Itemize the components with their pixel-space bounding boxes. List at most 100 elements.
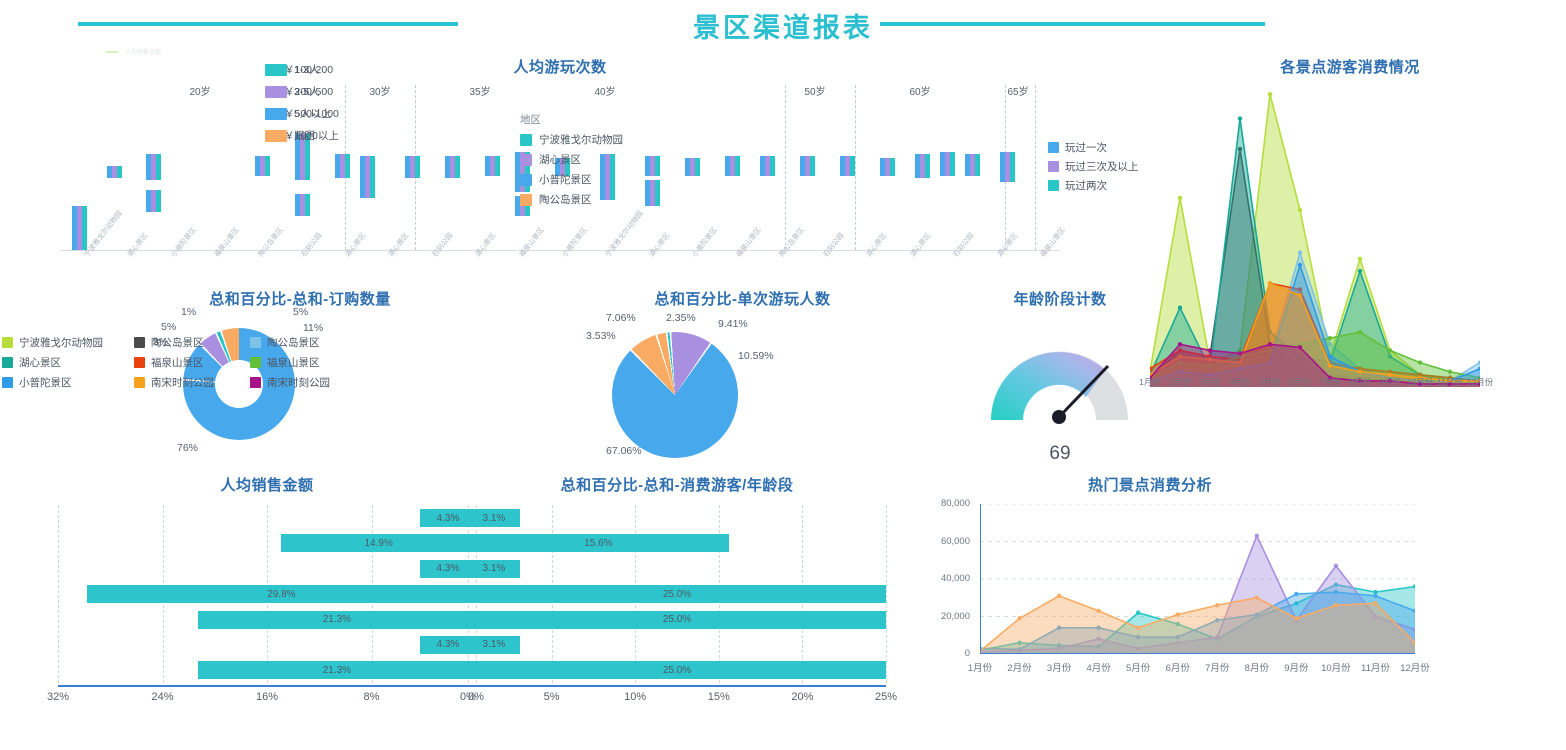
data-point[interactable] xyxy=(1237,116,1243,121)
data-point[interactable] xyxy=(1267,92,1273,97)
data-point[interactable] xyxy=(1207,363,1213,368)
data-point[interactable] xyxy=(1237,146,1243,152)
data-point[interactable] xyxy=(1056,625,1062,630)
data-point[interactable] xyxy=(1175,640,1180,645)
bar-group[interactable] xyxy=(445,156,460,178)
data-point[interactable] xyxy=(1297,342,1303,347)
donut-legend-item[interactable]: ￥100-200 xyxy=(265,62,339,77)
data-point[interactable] xyxy=(1333,589,1339,595)
data-point[interactable] xyxy=(1135,610,1141,615)
data-point[interactable] xyxy=(1387,354,1393,359)
data-point[interactable] xyxy=(1297,293,1303,298)
bar[interactable]: 25.0% xyxy=(468,610,886,629)
data-point[interactable] xyxy=(1447,381,1453,387)
data-point[interactable] xyxy=(1297,250,1303,255)
data-point[interactable] xyxy=(1297,366,1303,371)
data-point[interactable] xyxy=(1327,354,1333,359)
data-point[interactable] xyxy=(1215,603,1220,608)
data-point[interactable] xyxy=(1215,634,1220,640)
pie-legend-item[interactable]: 5人以上 xyxy=(275,106,331,121)
data-point[interactable] xyxy=(1096,644,1101,649)
data-point[interactable] xyxy=(1175,634,1180,640)
data-point[interactable] xyxy=(1447,375,1453,381)
data-point[interactable] xyxy=(1327,363,1333,368)
data-point[interactable] xyxy=(1175,612,1180,617)
data-point[interactable] xyxy=(1294,591,1299,597)
data-point[interactable] xyxy=(1297,345,1303,350)
data-point[interactable] xyxy=(1447,369,1453,374)
bar-group[interactable] xyxy=(295,134,310,180)
bar-group[interactable] xyxy=(360,156,375,198)
spots-legend-item[interactable]: 福泉山景区 xyxy=(250,355,380,370)
data-point[interactable] xyxy=(1333,603,1339,608)
data-point[interactable] xyxy=(1207,366,1213,371)
visits-legend-item[interactable]: 玩过三次及以上 xyxy=(1048,159,1139,174)
data-point[interactable] xyxy=(1254,612,1260,617)
data-point[interactable] xyxy=(1017,616,1022,621)
donut-legend-item[interactable]: ￥500-1000 xyxy=(265,106,339,121)
bar-group[interactable] xyxy=(645,156,660,176)
data-point[interactable] xyxy=(1327,336,1333,341)
data-point[interactable] xyxy=(1373,614,1378,619)
pie-legend-item[interactable]: 3-5人 xyxy=(275,84,331,99)
data-point[interactable] xyxy=(1327,342,1333,347)
data-point[interactable] xyxy=(1297,262,1303,268)
data-point[interactable] xyxy=(1294,601,1299,606)
spots-legend-item[interactable]: 湖心景区 xyxy=(2,355,130,370)
donut-legend-item[interactable]: ￥200-500 xyxy=(265,84,339,99)
data-point[interactable] xyxy=(1254,595,1260,600)
data-point[interactable] xyxy=(1387,348,1393,353)
bar-group[interactable] xyxy=(915,154,930,178)
data-point[interactable] xyxy=(1017,640,1022,645)
data-point[interactable] xyxy=(1387,378,1393,384)
data-point[interactable] xyxy=(1237,348,1243,353)
data-point[interactable] xyxy=(1357,256,1363,262)
bar-group[interactable] xyxy=(760,156,775,176)
visits-legend-item[interactable]: 玩过一次 xyxy=(1048,140,1139,155)
data-point[interactable] xyxy=(1373,589,1378,595)
data-point[interactable] xyxy=(1177,342,1183,347)
bar-group[interactable] xyxy=(515,152,530,192)
bar-group[interactable] xyxy=(725,156,740,176)
bar-group[interactable] xyxy=(405,156,420,178)
spots-legend-item[interactable]: 南宋时刻公园 xyxy=(134,375,246,390)
data-point[interactable] xyxy=(1267,342,1273,347)
data-point[interactable] xyxy=(1177,348,1183,353)
bar-group[interactable] xyxy=(335,154,350,178)
hot-legend-item[interactable]: 宁波雅戈尔动物园 xyxy=(520,132,623,147)
data-point[interactable] xyxy=(1447,378,1453,384)
data-point[interactable] xyxy=(1373,601,1378,606)
data-point[interactable] xyxy=(1215,618,1220,623)
hot-legend-item[interactable]: 陶公岛景区 xyxy=(520,192,623,207)
data-point[interactable] xyxy=(1207,348,1213,353)
data-point[interactable] xyxy=(1267,281,1273,286)
bar-group[interactable] xyxy=(295,194,310,216)
bar-group[interactable] xyxy=(485,156,500,176)
bar[interactable]: 3.1% xyxy=(468,559,520,578)
bar-group[interactable] xyxy=(146,154,161,180)
hot-legend-item[interactable]: 湖心景区 xyxy=(520,152,623,167)
data-point[interactable] xyxy=(1297,207,1303,213)
data-point[interactable] xyxy=(1207,369,1213,374)
data-point[interactable] xyxy=(1417,360,1423,365)
bar-group[interactable] xyxy=(107,166,122,178)
data-point[interactable] xyxy=(1177,366,1183,371)
data-point[interactable] xyxy=(1017,647,1022,652)
data-point[interactable] xyxy=(1175,621,1180,627)
data-point[interactable] xyxy=(1135,625,1141,630)
pie-legend-item[interactable]: 跟团 xyxy=(275,128,331,143)
bar-group[interactable] xyxy=(800,156,815,176)
data-point[interactable] xyxy=(1177,305,1183,310)
bar[interactable]: 3.1% xyxy=(468,509,520,527)
data-point[interactable] xyxy=(1387,375,1393,381)
bar-group[interactable] xyxy=(840,156,855,176)
data-point[interactable] xyxy=(1417,381,1423,387)
data-point[interactable] xyxy=(1267,360,1273,365)
bar-group[interactable] xyxy=(965,154,980,176)
data-point[interactable] xyxy=(1237,360,1243,365)
donut-legend-item[interactable]: ￥1000以上 xyxy=(265,128,339,143)
visits-legend-item[interactable]: 玩过两次 xyxy=(1048,178,1139,193)
data-point[interactable] xyxy=(1056,646,1062,651)
data-point[interactable] xyxy=(1387,369,1393,374)
data-point[interactable] xyxy=(1417,375,1423,381)
